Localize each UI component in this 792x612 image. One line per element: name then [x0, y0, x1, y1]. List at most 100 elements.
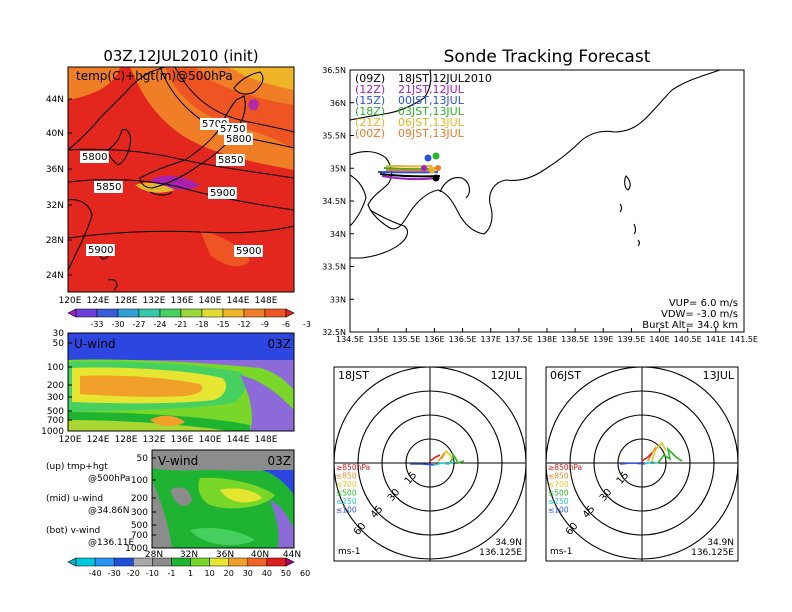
- u-lon-tick: 144E: [227, 435, 250, 445]
- colorbar-label: -12: [237, 320, 250, 329]
- colorbar-label: -18: [195, 320, 208, 329]
- track-lon-tick: 136.5E: [449, 335, 477, 344]
- hodograph-level: ≤100: [336, 506, 357, 515]
- hodograph-level: ≥850hPa: [336, 463, 370, 472]
- temp-lat-tick: 32N: [46, 201, 64, 211]
- v-pressure-tick: 50: [137, 454, 149, 464]
- hodograph-trace: [433, 461, 455, 466]
- hodograph-level: ≤850: [548, 472, 569, 481]
- hodograph-level: ≤500: [548, 489, 569, 498]
- hodograph-trace: [437, 452, 445, 462]
- v-pressure-tick: 500: [131, 521, 148, 531]
- u-pressure-tick: 30: [53, 329, 65, 339]
- temp-lon-tick: 144E: [227, 296, 250, 306]
- track-legend-time: 03JST,13JUL: [398, 105, 465, 118]
- track-param: VDW= -3.0 m/s: [661, 309, 738, 320]
- temp-lat-tick: 28N: [46, 236, 64, 246]
- colorbar-label: 10: [205, 569, 215, 578]
- v-pressure-tick: 100: [131, 476, 148, 486]
- track-lon-tick: 141.5E: [730, 335, 758, 344]
- temp-colorbar: -33 -30 -27 -24 -21 -18 -15 -12 -9 -6 -3: [67, 308, 311, 329]
- temp-lon-tick: 124E: [87, 296, 110, 306]
- colorbar-label: -20: [127, 569, 140, 578]
- hodograph-level: ≤700: [336, 480, 357, 489]
- v-lat-tick: 40N: [251, 550, 269, 560]
- track-legend-time: 21JST,12JUL: [398, 83, 465, 96]
- colorbar-label: -10: [146, 569, 159, 578]
- colorbar-label: 30: [243, 569, 253, 578]
- hodograph-date: 12JUL: [491, 369, 523, 382]
- hodograph-lon: 136.125E: [691, 548, 734, 558]
- v-pressure-tick: 300: [131, 508, 148, 518]
- u-lon-tick: 128E: [115, 435, 138, 445]
- u-lon-tick: 148E: [255, 435, 278, 445]
- track-lon-tick: 139.5E: [617, 335, 645, 344]
- hodograph-level: ≤250: [336, 497, 357, 506]
- track-legend-time: 18JST,12JUL2010: [398, 72, 492, 85]
- track-legend-time: 09JST,13JUL: [398, 127, 465, 140]
- colorbar-cell: [264, 308, 287, 318]
- hodograph-lat: 34.9N: [495, 538, 522, 548]
- colorbar-label: -27: [132, 320, 145, 329]
- u-lon-tick: 124E: [87, 435, 110, 445]
- colorbar-cell: [222, 308, 245, 318]
- colorbar-label: 40: [262, 569, 272, 578]
- wind-colorbar: -40 -30 -20 -10 -1 1 10 20 30 40 50 60: [67, 557, 310, 578]
- colorbar-cell: [94, 557, 115, 567]
- contour-label: 5900: [236, 246, 261, 257]
- colorbar-label: -24: [153, 320, 166, 329]
- left-title: 03Z,12JUL2010 (init): [103, 47, 258, 65]
- note-up-1: (up) tmp+hgt: [46, 462, 108, 472]
- track-legend-code: (21Z): [355, 116, 385, 129]
- track-lon-tick: 140E: [649, 335, 669, 344]
- note-up-2: @500hPa: [88, 474, 130, 484]
- colorbar-end: [285, 557, 295, 567]
- track-legend-time: 00JST,13JUL: [398, 94, 465, 107]
- track-lon-tick: 136E: [424, 335, 444, 344]
- hodograph-trace: [619, 462, 645, 465]
- hodograph-trace: [651, 441, 667, 462]
- hodograph-trace: [429, 454, 441, 462]
- track-lon-tick: 134.5E: [336, 335, 364, 344]
- temp-lat-tick: 40N: [46, 129, 64, 139]
- colorbar-cell: [266, 557, 287, 567]
- track-lat-tick: 36.5N: [322, 66, 346, 75]
- v-lat-tick: 28N: [145, 550, 163, 560]
- contour-label: 5700: [202, 119, 227, 130]
- colorbar-cell: [243, 308, 266, 318]
- track-lon-tick: 135.5E: [392, 335, 420, 344]
- colorbar-cell: [190, 557, 210, 567]
- hodograph-date: 13JUL: [703, 369, 735, 382]
- hodograph-trace: [449, 452, 465, 464]
- v-pressure-tick: 1000: [125, 544, 148, 554]
- colorbar-end: [285, 308, 295, 318]
- track-lon-tick: 140.5E: [674, 335, 702, 344]
- v-lat-tick: 36N: [216, 550, 234, 560]
- temp-lon-tick: 136E: [171, 296, 194, 306]
- u-pressure-tick: 50: [53, 339, 65, 349]
- track-lat-tick: 35N: [330, 164, 346, 173]
- u-pressure-tick: 100: [47, 363, 64, 373]
- track-map-panel: (09Z) 18JST,12JUL2010 (12Z) 21JST,12JUL (15Z…: [322, 66, 758, 344]
- temp-lon-tick: 132E: [143, 296, 166, 306]
- v-lat-tick: 44N: [283, 550, 301, 560]
- colorbar-label: -1: [167, 569, 175, 578]
- track-lat-tick: 34.5N: [322, 197, 346, 206]
- note-bot-1: (bot) v-wind: [46, 526, 100, 536]
- hodograph-trace: [641, 452, 653, 462]
- temp-map-label: temp(C)+hgt(m)@500hPa: [76, 69, 233, 83]
- hodograph-level: ≥850hPa: [548, 463, 582, 472]
- track-legend-code: (18Z): [355, 105, 385, 118]
- colorbar-cell: [138, 308, 161, 318]
- v-pressure-tick: 200: [131, 494, 148, 504]
- track-param: VUP= 6.0 m/s: [669, 298, 738, 309]
- track-lat-tick: 36N: [330, 99, 346, 108]
- track-lon-tick: 141E: [706, 335, 726, 344]
- note-bot-2: @136.11E: [88, 538, 134, 548]
- hodograph-trace: [657, 446, 683, 464]
